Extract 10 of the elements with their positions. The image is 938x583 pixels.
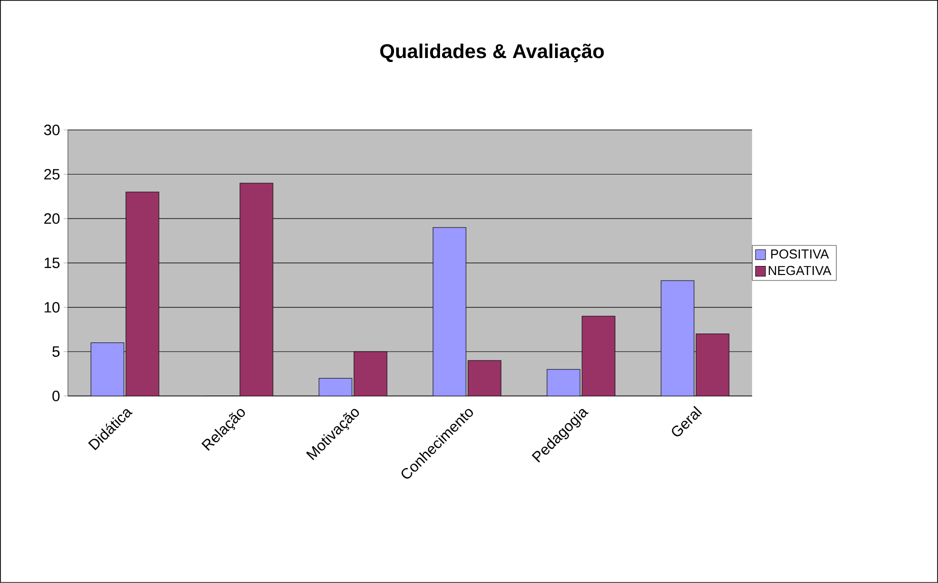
y-tick-label: 10 (44, 302, 60, 313)
y-tick-label: 15 (44, 258, 60, 268)
legend-label: POSITIVA (771, 249, 829, 259)
y-tick-label: 30 (44, 124, 60, 136)
y-tick-label: 25 (44, 169, 60, 180)
y-tick-label: 20 (44, 213, 60, 224)
y-tick-label: 5 (52, 346, 60, 357)
legend-label: NEGATIVA (768, 266, 832, 276)
y-tick-label: 0 (52, 390, 60, 402)
chart-title: Qualidades & Avaliação (380, 44, 604, 62)
